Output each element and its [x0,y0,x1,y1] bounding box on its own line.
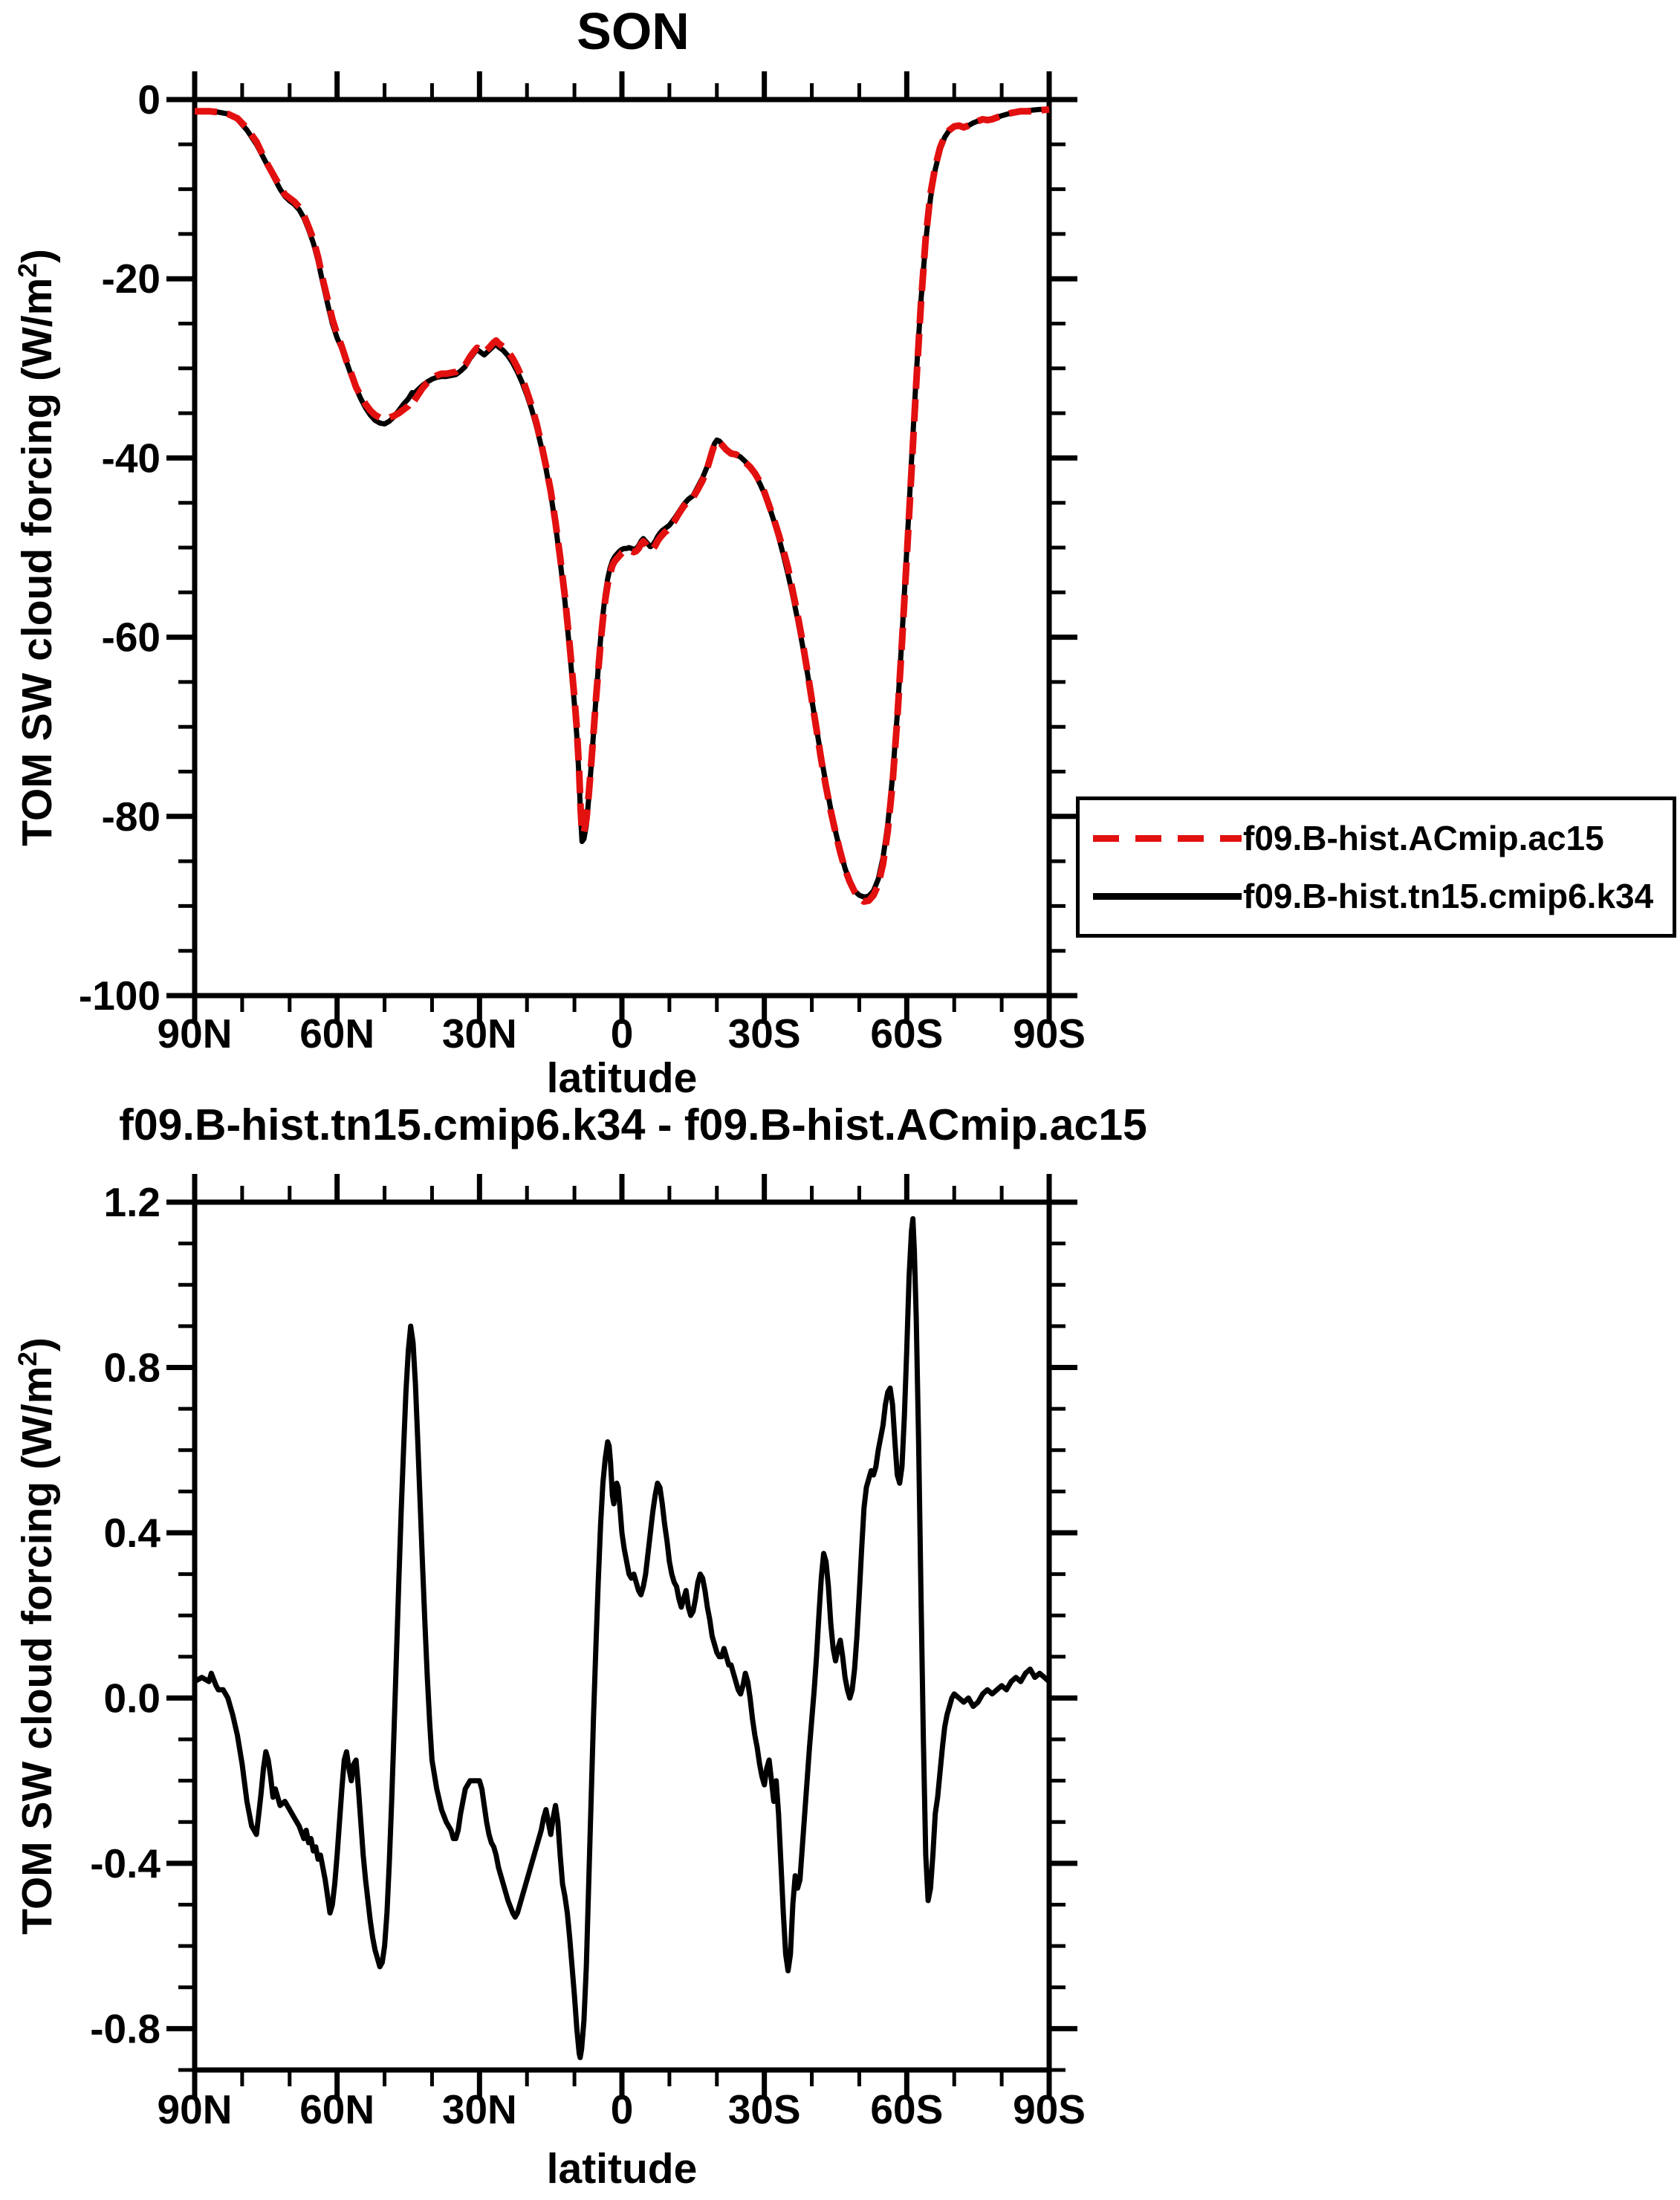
bottom-x-axis-label: latitude [546,2145,698,2193]
bottom-y-tick-label: 0.0 [104,1675,160,1721]
bottom-y-axis-label-text: TOM SW cloud forcing (W/m [13,1366,61,1935]
top-chart-title: SON [577,2,690,60]
bottom-x-tick-label: 60N [299,2086,374,2132]
top-x-tick-label: 0 [611,1010,634,1057]
bottom-x-tick-label: 30S [728,2086,801,2132]
top-x-tick-label: 90N [158,1010,233,1057]
bottom-y-axis-label-close: ) [13,1337,61,1352]
top-series-black-solid [195,106,1049,900]
bottom-y-tick-label: 0.8 [104,1344,160,1390]
top-x-tick-label: 30N [442,1010,517,1057]
red-dashed-line-sample [1093,834,1242,842]
top-series-red-dashed [195,106,1050,905]
bottom-y-axis-label-sup: 2 [13,1352,42,1366]
legend-label-acmip: f09.B-hist.ACmip.ac15 [1243,819,1604,857]
bottom-x-tick-label: 90S [1013,2086,1086,2132]
top-y-axis-label-sup: 2 [13,263,42,278]
top-x-tick-label: 90S [1013,1010,1086,1057]
top-y-tick-label: -60 [102,614,161,661]
bottom-chart-title: f09.B-hist.tn15.cmip6.k34 - f09.B-hist.A… [119,1100,1147,1149]
top-y-axis-label-close: ) [13,249,61,264]
bottom-x-tick-label: 90N [158,2086,233,2132]
bottom-x-tick-label: 30N [442,2086,517,2132]
bottom-y-axis-label: TOM SW cloud forcing (W/m2) [13,1337,62,1935]
legend-box: f09.B-hist.ACmip.ac15 f09.B-hist.tn15.cm… [1076,796,1676,938]
top-x-axis-label: latitude [546,1054,698,1102]
bottom-x-tick-label: 60S [870,2086,943,2132]
top-y-tick-label: -100 [79,973,160,1019]
legend-label-tn15: f09.B-hist.tn15.cmip6.k34 [1243,877,1654,915]
bottom-x-tick-label: 0 [611,2086,634,2132]
legend-entry-acmip: f09.B-hist.ACmip.ac15 [1080,818,1673,858]
top-y-tick-label: 0 [137,77,160,123]
bottom-y-tick-label: 1.2 [104,1179,160,1225]
black-solid-line-sample [1093,892,1242,900]
top-y-axis-label-text: TOM SW cloud forcing (W/m [13,277,61,846]
top-x-tick-label: 60S [870,1010,943,1057]
top-y-tick-label: -40 [102,435,161,481]
legend-entry-tn15: f09.B-hist.tn15.cmip6.k34 [1080,876,1673,916]
top-x-tick-label: 30S [728,1010,801,1057]
bottom-y-tick-label: -0.4 [90,1840,160,1886]
bottom-series-black-solid [193,1216,1051,2060]
top-y-tick-label: -20 [102,256,161,302]
top-y-tick-label: -80 [102,794,161,840]
bottom-y-tick-label: -0.8 [90,2005,160,2051]
top-x-tick-label: 60N [299,1010,374,1057]
top-y-axis-label: TOM SW cloud forcing (W/m2) [13,249,62,846]
bottom-y-tick-label: 0.4 [104,1510,161,1556]
